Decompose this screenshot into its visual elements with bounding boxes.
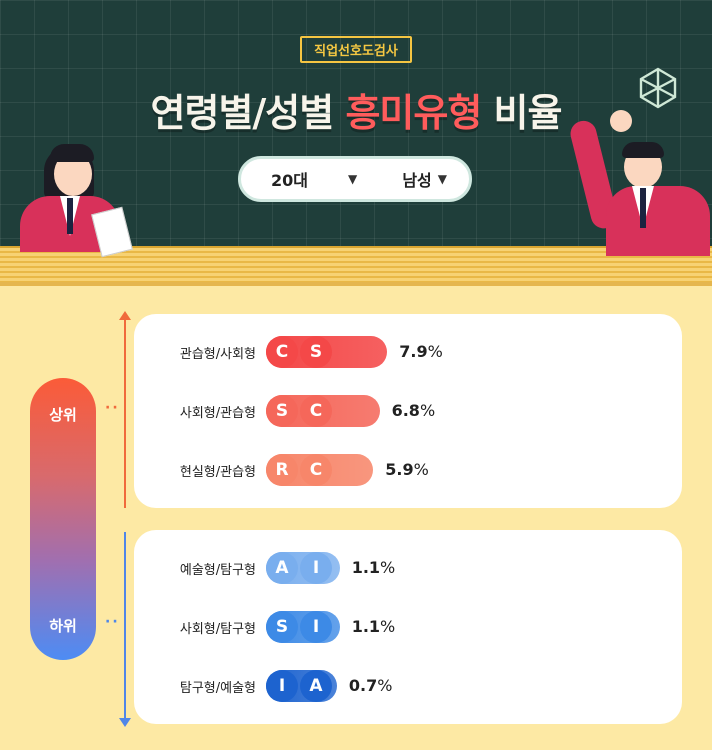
type-code-badge: A	[266, 552, 298, 584]
shelf-edge	[0, 282, 712, 286]
connector-dots-bottom: ··	[105, 614, 120, 630]
girl-character	[14, 140, 144, 270]
chalkboard-background	[0, 0, 712, 248]
arrow-down-icon	[119, 718, 131, 727]
row-label: 사회형/관습형	[179, 406, 256, 421]
value-number: 0.7	[348, 676, 378, 695]
category-tag: 직업선호도검사	[300, 36, 412, 63]
type-code-badge: I	[266, 670, 298, 702]
gender-select[interactable]: 남성 ▼	[402, 167, 447, 191]
value-number: 1.1	[351, 558, 381, 577]
type-code-badge: R	[266, 454, 298, 486]
value-number: 7.9	[399, 342, 428, 361]
type-code-badge: I	[300, 611, 332, 643]
type-code-badge: C	[266, 336, 298, 368]
row-label: 예술형/탐구형	[179, 563, 256, 578]
chevron-down-icon: ▼	[348, 172, 358, 186]
value-unit: %	[413, 460, 429, 479]
row-label: 사회형/탐구형	[179, 622, 256, 637]
value-label: 5.9%	[385, 460, 429, 479]
chart-row: 현실형/관습형 R C 5.9%	[134, 454, 682, 486]
top-types-card: 관습형/사회형 C S 7.9% 사회형/관습형 S C 6.8% 현실형/관습형 R C 5.9%	[134, 314, 682, 508]
value-unit: %	[427, 342, 443, 361]
value-label: 7.9%	[399, 342, 443, 361]
value-unit: %	[419, 401, 436, 420]
value-label: 1.1%	[352, 558, 396, 577]
type-code-badge: C	[300, 454, 332, 486]
type-code-badge: S	[300, 336, 332, 368]
scale-top-label: 상위	[49, 406, 77, 424]
row-label: 관습형/사회형	[179, 347, 256, 362]
title-prefix: 연령별/성별	[150, 91, 346, 135]
rank-scale-pill: 상위 하위	[30, 378, 96, 660]
value-unit: %	[380, 558, 396, 577]
type-code-badge: S	[266, 611, 298, 643]
scale-line-top	[124, 318, 126, 508]
value-label: 6.8%	[392, 401, 436, 420]
value-number: 5.9	[385, 460, 414, 479]
value-number: 1.1	[351, 617, 381, 636]
value-number: 6.8	[391, 401, 420, 420]
type-code-badge: A	[300, 670, 332, 702]
bottom-types-card: 예술형/탐구형 A I 1.1% 사회형/탐구형 S I 1.1% 탐구형/예술형 I A 0.7%	[134, 530, 682, 724]
title-highlight: 흥미유형	[345, 91, 482, 135]
scale-line-bottom	[124, 532, 126, 722]
type-code-badge: I	[300, 552, 332, 584]
boy-character	[567, 110, 712, 266]
age-select-value: 20대	[271, 171, 308, 190]
chart-row: 예술형/탐구형 A I 1.1%	[134, 552, 682, 584]
chart-row: 사회형/관습형 S C 6.8%	[134, 395, 682, 427]
chevron-down-icon: ▼	[437, 172, 447, 186]
chart-row: 탐구형/예술형 I A 0.7%	[134, 670, 682, 702]
filter-bar: 20대 ▼ 남성 ▼	[238, 156, 472, 202]
connector-dots-top: ··	[105, 400, 120, 416]
title-suffix: 비율	[481, 91, 563, 135]
gender-select-value: 남성	[402, 171, 432, 190]
scale-bottom-label: 하위	[49, 617, 77, 635]
type-code-badge: S	[266, 395, 298, 427]
value-unit: %	[380, 617, 396, 636]
value-label: 1.1%	[352, 617, 396, 636]
age-select[interactable]: 20대 ▼	[271, 167, 357, 191]
chart-row: 사회형/탐구형 S I 1.1%	[134, 611, 682, 643]
row-label: 현실형/관습형	[179, 465, 256, 480]
row-label: 탐구형/예술형	[179, 681, 256, 696]
molecule-icon	[639, 67, 677, 109]
chart-row: 관습형/사회형 C S 7.9%	[134, 336, 682, 368]
type-code-badge: C	[300, 395, 332, 427]
value-label: 0.7%	[349, 676, 393, 695]
page-title: 연령별/성별 흥미유형 비율	[0, 82, 712, 137]
value-unit: %	[377, 676, 393, 695]
arrow-up-icon	[119, 311, 131, 320]
